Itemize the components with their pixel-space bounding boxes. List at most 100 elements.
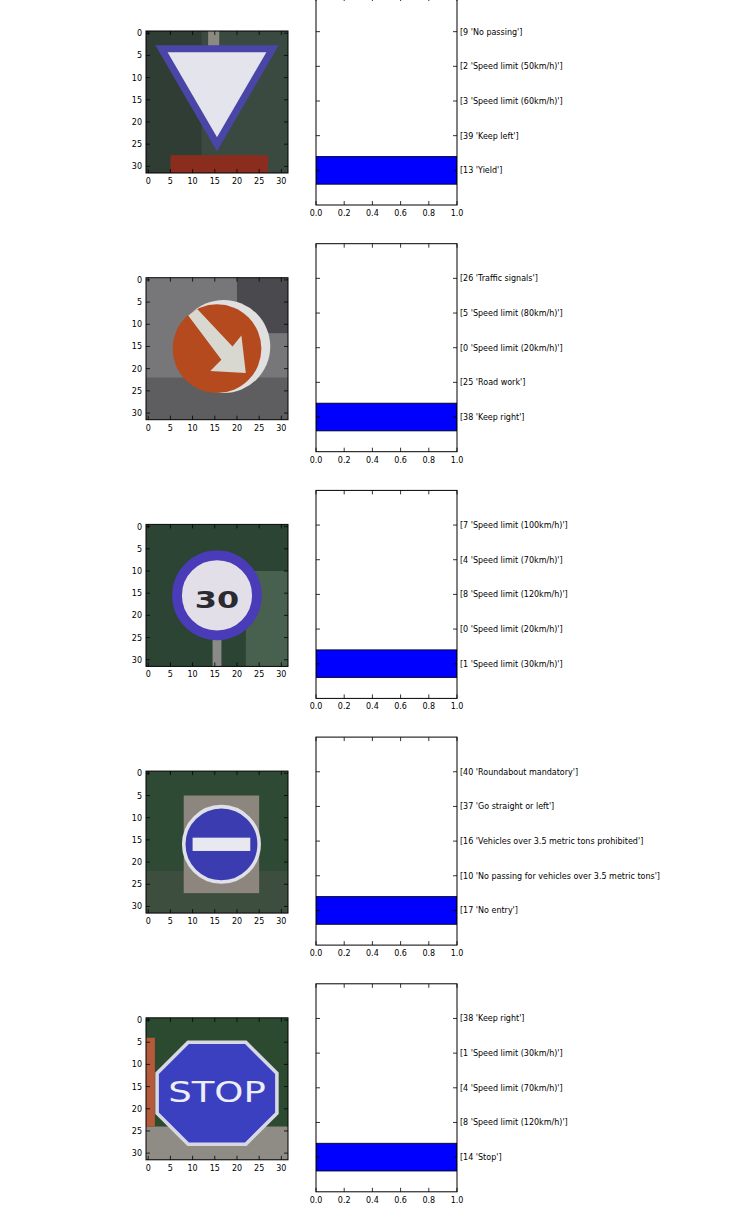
plot-background — [316, 984, 457, 1192]
image: 30 — [146, 524, 288, 666]
x-tick — [372, 737, 373, 741]
y-tick — [146, 368, 150, 369]
y-tick-label: 20 — [132, 611, 142, 620]
x-tick — [428, 244, 429, 248]
x-tick-label: 0.0 — [310, 1196, 323, 1205]
y-tick — [284, 324, 288, 325]
x-tick — [259, 909, 260, 913]
x-tick-label: 20 — [232, 177, 242, 186]
y-tick — [284, 862, 288, 863]
y-tick-label: 5 — [137, 1038, 142, 1047]
y-tick-label: 5 — [137, 51, 142, 60]
y-tick — [453, 771, 457, 772]
y-tick — [146, 548, 150, 549]
image-frame — [146, 1018, 288, 1160]
x-tick — [170, 169, 171, 173]
x-tick — [192, 416, 193, 420]
y-tick — [146, 615, 150, 616]
y-tick — [284, 99, 288, 100]
x-tick-label: 0.0 — [310, 702, 323, 711]
y-tick — [316, 1018, 320, 1019]
y-tick — [284, 773, 288, 774]
x-tick — [148, 662, 149, 666]
image-frame — [146, 524, 288, 666]
plot-frame — [316, 737, 457, 945]
x-tick — [344, 694, 345, 698]
bar-axes: 0.00.20.40.60.81.0[40 'Roundabout mandat… — [310, 737, 660, 958]
x-tick-label: 10 — [188, 670, 198, 679]
x-tick-label: 30 — [276, 670, 286, 679]
y-tick — [284, 413, 288, 414]
category-label: [13 'Yield'] — [460, 166, 502, 175]
image-axes: 051015202530051015202530 — [132, 276, 288, 433]
x-tick — [344, 941, 345, 945]
x-tick — [259, 662, 260, 666]
y-tick — [146, 144, 150, 145]
x-tick-label: 30 — [276, 177, 286, 186]
category-label: [39 'Keep left'] — [460, 132, 519, 141]
category-label: [10 'No passing for vehicles over 3.5 me… — [460, 872, 660, 881]
x-tick-label: 0.2 — [338, 1196, 351, 1205]
y-tick — [146, 324, 150, 325]
x-tick — [372, 1188, 373, 1192]
category-label: [7 'Speed limit (100km/h)'] — [460, 521, 568, 530]
x-tick-label: 10 — [188, 1164, 198, 1173]
y-tick — [284, 1020, 288, 1021]
y-tick-label: 15 — [132, 589, 142, 598]
y-tick — [284, 144, 288, 145]
category-label: [37 'Go straight or left'] — [460, 802, 554, 811]
x-tick — [281, 31, 282, 35]
x-tick — [170, 1018, 171, 1022]
x-tick — [372, 694, 373, 698]
x-tick — [236, 278, 237, 282]
x-tick-label: 0.0 — [310, 456, 323, 465]
x-tick-label: 0 — [146, 424, 151, 433]
y-tick-label: 10 — [132, 814, 142, 823]
sign-shape — [188, 309, 246, 373]
x-tick — [170, 524, 171, 528]
y-tick-label: 15 — [132, 836, 142, 845]
x-tick — [281, 909, 282, 913]
x-tick — [236, 169, 237, 173]
category-label: [38 'Keep right'] — [460, 1014, 524, 1023]
x-tick — [170, 416, 171, 420]
x-tick — [344, 201, 345, 205]
x-tick — [316, 244, 317, 248]
x-tick-label: 0.6 — [394, 1196, 407, 1205]
y-tick — [146, 33, 150, 34]
y-tick — [146, 795, 150, 796]
y-tick-label: 25 — [132, 880, 142, 889]
x-tick-label: 10 — [188, 424, 198, 433]
x-tick — [170, 909, 171, 913]
category-label: [16 'Vehicles over 3.5 metric tons prohi… — [460, 837, 643, 846]
y-tick — [316, 1157, 320, 1158]
y-tick — [284, 1064, 288, 1065]
x-tick — [400, 1188, 401, 1192]
y-tick — [284, 55, 288, 56]
x-tick — [428, 1188, 429, 1192]
x-tick-label: 25 — [254, 917, 264, 926]
x-tick-label: 15 — [210, 670, 220, 679]
x-tick — [457, 1188, 458, 1192]
sign-shape — [184, 807, 259, 882]
y-tick — [453, 170, 457, 171]
x-tick — [457, 984, 458, 988]
y-tick — [284, 1042, 288, 1043]
x-tick — [148, 169, 149, 173]
y-tick-label: 30 — [132, 162, 142, 171]
x-tick — [400, 737, 401, 741]
x-tick — [214, 1156, 215, 1160]
x-tick — [400, 201, 401, 205]
y-tick-label: 5 — [137, 298, 142, 307]
x-tick — [400, 448, 401, 452]
x-tick — [236, 662, 237, 666]
x-tick — [400, 694, 401, 698]
category-label: [38 'Keep right'] — [460, 413, 524, 422]
x-tick — [259, 31, 260, 35]
x-tick — [148, 416, 149, 420]
x-tick — [428, 0, 429, 1]
x-tick-label: 1.0 — [451, 702, 464, 711]
x-tick — [400, 0, 401, 1]
y-tick-label: 20 — [132, 118, 142, 127]
plot-frame — [316, 244, 457, 452]
